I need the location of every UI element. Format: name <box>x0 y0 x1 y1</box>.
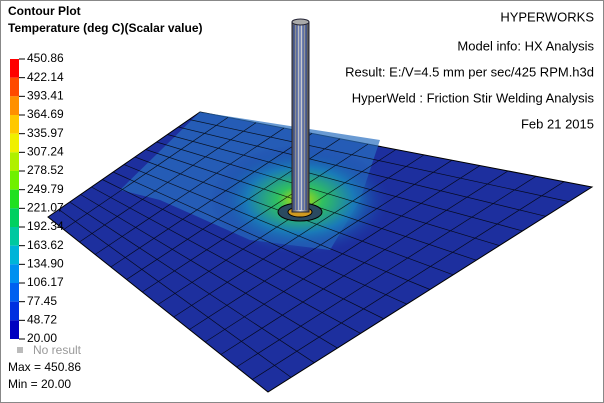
plot-subtitle: Temperature (deg C)(Scalar value) <box>8 21 203 35</box>
legend-label: 335.97 <box>27 126 64 140</box>
min-label: Min = 20.00 <box>8 377 71 391</box>
legend-band <box>10 283 19 302</box>
no-result: No result <box>33 343 82 357</box>
legend-band <box>10 78 19 97</box>
legend-band <box>10 264 19 283</box>
legend-label: 192.34 <box>27 219 64 233</box>
legend-band <box>10 134 19 153</box>
legend-band <box>10 152 19 171</box>
legend-label: 48.72 <box>27 313 57 327</box>
legend-band <box>10 208 19 227</box>
legend-label: 106.17 <box>27 275 64 289</box>
plot-title: Contour Plot <box>8 4 81 18</box>
result-file: Result: E:/V=4.5 mm per sec/425 RPM.h3d <box>345 64 594 79</box>
max-label: Max = 450.86 <box>8 360 81 374</box>
date: Feb 21 2015 <box>521 116 594 131</box>
legend-label: 364.69 <box>27 107 64 121</box>
product: HYPERWORKS <box>500 9 594 24</box>
legend-band <box>10 59 19 78</box>
model-info: Model info: HX Analysis <box>457 38 594 53</box>
legend-label: 163.62 <box>27 238 64 252</box>
legend-band <box>10 246 19 265</box>
legend-band <box>10 115 19 134</box>
legend-label: 249.79 <box>27 182 64 196</box>
legend-label: 450.86 <box>27 51 64 65</box>
legend-band <box>10 302 19 321</box>
legend-label: 221.07 <box>27 201 64 215</box>
legend-label: 422.14 <box>27 70 64 84</box>
legend-band <box>10 190 19 209</box>
legend-band <box>10 227 19 246</box>
legend-label: 307.24 <box>27 145 64 159</box>
legend-label: 134.90 <box>27 257 64 271</box>
legend-band <box>10 171 19 190</box>
legend-band <box>10 96 19 115</box>
tool <box>292 19 309 212</box>
legend-label: 278.52 <box>27 163 64 177</box>
legend-band <box>10 320 19 339</box>
viewport: Contour Plot Temperature (deg C)(Scalar … <box>0 0 604 403</box>
legend-label: 393.41 <box>27 89 64 103</box>
analysis: HyperWeld : Friction Stir Welding Analys… <box>352 90 595 105</box>
legend-label: 77.45 <box>27 294 57 308</box>
no-result-swatch <box>17 347 23 353</box>
